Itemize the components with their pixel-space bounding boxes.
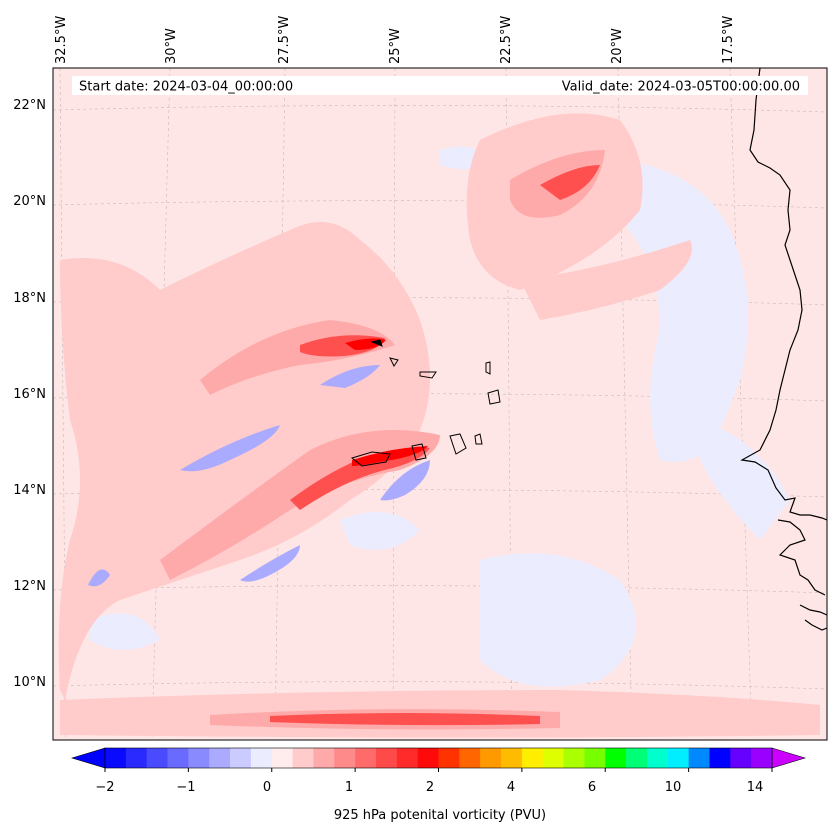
colorbar-tick-label: 0 xyxy=(262,780,272,795)
colorbar-label: 925 hPa potenital vorticity (PVU) xyxy=(333,808,547,823)
colorbar-cell xyxy=(355,748,377,768)
colorbar-cells xyxy=(105,748,773,768)
negative-pv-areas xyxy=(90,146,790,687)
colorbar-cell xyxy=(730,748,752,768)
colorbar xyxy=(70,747,807,772)
colorbar-cell xyxy=(209,748,231,768)
lon-label-22.5w: 22.5°W xyxy=(499,15,514,64)
colorbar-tick-label: 2 xyxy=(425,780,435,795)
colorbar-cell xyxy=(396,748,418,768)
colorbar-cell xyxy=(313,748,335,768)
colorbar-cell xyxy=(646,748,669,768)
colorbar-tick-label: 6 xyxy=(587,780,597,795)
colorbar-cell xyxy=(709,748,731,768)
lat-label-18n: 18°N xyxy=(13,291,46,306)
lon-label-20w: 20°W xyxy=(610,28,625,64)
lon-label-30w: 30°W xyxy=(164,28,179,64)
negative-pv-streaks xyxy=(88,365,430,587)
colorbar-cell xyxy=(751,748,773,768)
lat-label-22n: 22°N xyxy=(13,98,46,113)
colorbar-cell xyxy=(292,748,314,768)
lon-label-17.5w: 17.5°W xyxy=(721,15,736,64)
colorbar-cell xyxy=(375,748,398,768)
colorbar-tick-label: 10 xyxy=(664,780,682,795)
high-pv-streaks xyxy=(270,165,600,726)
colorbar-cell xyxy=(125,748,147,768)
colorbar-cell xyxy=(501,748,523,768)
lat-label-16n: 16°N xyxy=(13,387,46,402)
colorbar-cell xyxy=(459,748,481,768)
map-border xyxy=(52,67,828,741)
lat-label-10n: 10°N xyxy=(13,675,46,690)
cabo-verde-islands xyxy=(350,339,501,467)
valid-date-label: Valid_date: 2024-03-05T00:00:00.00 xyxy=(562,80,800,95)
colorbar-cell xyxy=(146,748,168,768)
colorbar-cell xyxy=(521,748,544,768)
colorbar-cell xyxy=(626,748,648,768)
colorbar-tick-label: −2 xyxy=(95,780,115,795)
lat-label-12n: 12°N xyxy=(13,579,46,594)
colorbar-cell xyxy=(584,748,606,768)
colorbar-tick-label: −1 xyxy=(176,780,196,795)
lat-label-14n: 14°N xyxy=(13,483,46,498)
colorbar-cell xyxy=(605,748,627,768)
colorbar-cell xyxy=(250,748,273,768)
start-date-label: Start date: 2024-03-04_00:00:00 xyxy=(79,80,293,95)
colorbar-cell xyxy=(688,748,710,768)
colorbar-cell xyxy=(167,748,189,768)
colorbar-tick-label: 4 xyxy=(506,780,516,795)
lon-label-32.5w: 32.5°W xyxy=(54,15,69,64)
colorbar-cell xyxy=(438,748,460,768)
colorbar-cell xyxy=(667,748,689,768)
colorbar-cell xyxy=(188,748,210,768)
lon-label-25w: 25°W xyxy=(388,28,403,64)
colorbar-cell xyxy=(230,748,252,768)
colorbar-ticks xyxy=(104,768,773,772)
lon-label-27.5w: 27.5°W xyxy=(277,15,292,64)
colorbar-tick-label: 14 xyxy=(746,780,764,795)
lat-label-20n: 20°N xyxy=(13,194,46,209)
map-panel: Start date: 2024-03-04_00:00:00 Valid_da… xyxy=(52,67,828,741)
colorbar-cell xyxy=(542,748,564,768)
header-box xyxy=(72,76,808,95)
colorbar-cell xyxy=(334,748,356,768)
african-coastline xyxy=(740,67,828,631)
colorbar-tick-label: 1 xyxy=(344,780,354,795)
colorbar-extend-max xyxy=(771,747,807,769)
colorbar-cell xyxy=(271,748,293,768)
colorbar-cell xyxy=(105,748,127,768)
colorbar-cell xyxy=(480,748,502,768)
colorbar-extend-min xyxy=(70,747,106,769)
colorbar-cell xyxy=(563,748,585,768)
colorbar-cell xyxy=(417,748,439,768)
